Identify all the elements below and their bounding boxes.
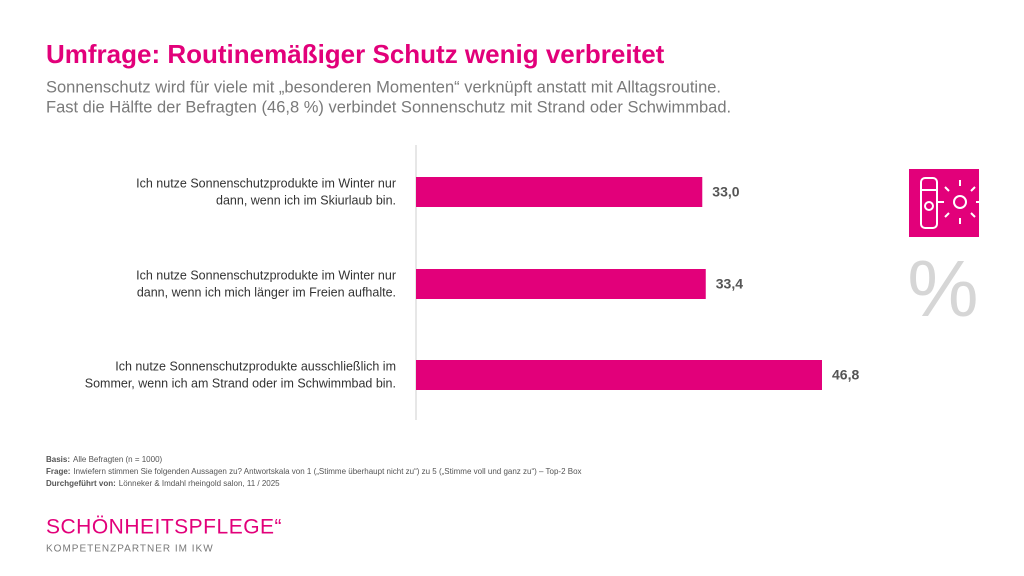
percent-icon: % — [907, 244, 978, 333]
footnote: Basis: Alle Befragten (n = 1000) — [46, 455, 163, 464]
footnote: Durchgeführt von: Lönneker & Imdahl rhein… — [46, 479, 280, 488]
footnote-text: Inwiefern stimmen Sie folgenden Aussagen… — [73, 467, 581, 476]
category-label: Ich nutze Sonnenschutzprodukte im Winter… — [136, 268, 396, 282]
subtitle: Sonnenschutz wird für viele mit „besonde… — [46, 78, 721, 96]
logo-tagline: KOMPETENZPARTNER IM IKW — [46, 544, 214, 555]
footnote-label: Basis: — [46, 455, 70, 464]
category-label: Sommer, wenn ich am Strand oder im Schwi… — [85, 376, 396, 390]
value-label: 33,0 — [712, 184, 739, 200]
value-label: 33,4 — [716, 276, 743, 292]
footnote-text: Alle Befragten (n = 1000) — [73, 455, 163, 464]
bar — [416, 269, 706, 299]
value-label: 46,8 — [832, 367, 859, 383]
bar — [416, 360, 822, 390]
footnote: Frage: Inwiefern stimmen Sie folgenden Au… — [46, 467, 582, 476]
bar — [416, 177, 703, 207]
icon — [909, 169, 982, 237]
category-label: Ich nutze Sonnenschutzprodukte im Winter… — [136, 176, 396, 190]
subtitle: Fast die Hälfte der Befragten (46,8 %) v… — [46, 98, 731, 116]
category-label: dann, wenn ich mich länger im Freien auf… — [137, 285, 396, 299]
category-label: dann, wenn ich im Skiurlaub bin. — [216, 193, 396, 207]
logo: SCHÖNHEITSPFLEGE“ — [46, 516, 282, 539]
category-label: Ich nutze Sonnenschutzprodukte ausschlie… — [115, 359, 396, 373]
footnote-label: Durchgeführt von: — [46, 479, 116, 488]
footnote-label: Frage: — [46, 467, 70, 476]
title: Umfrage: Routinemäßiger Schutz wenig ver… — [46, 39, 665, 69]
footnote-text: Lönneker & Imdahl rheingold salon, 11 / … — [119, 479, 280, 488]
